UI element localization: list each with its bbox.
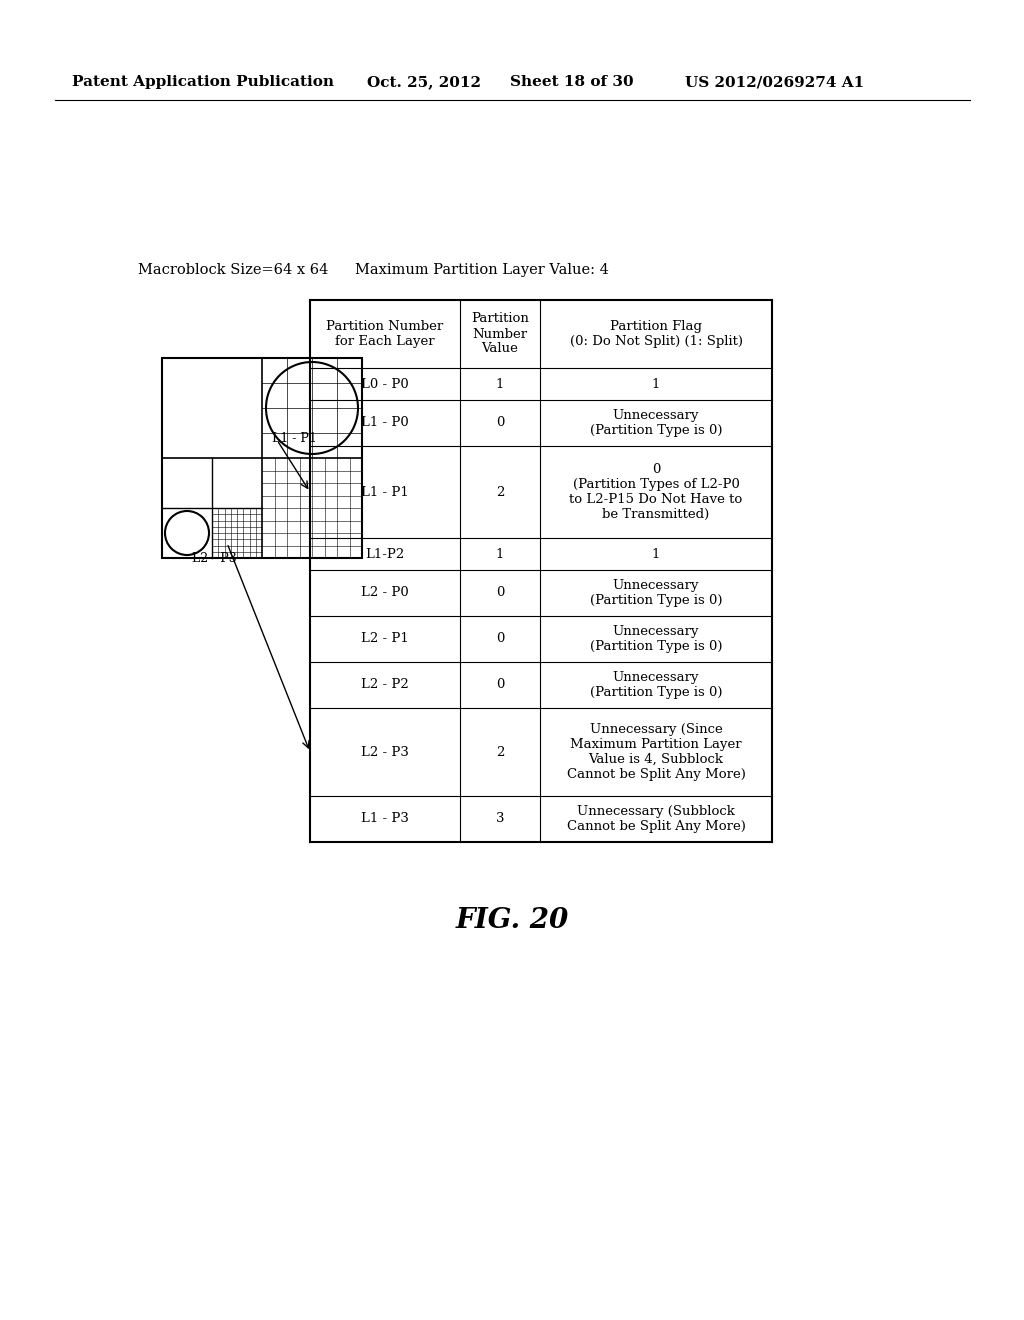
- Text: 3: 3: [496, 813, 504, 825]
- Text: Macroblock Size=64 x 64: Macroblock Size=64 x 64: [138, 263, 329, 277]
- Bar: [162, 358, 362, 558]
- Text: L1 - P1: L1 - P1: [272, 432, 316, 445]
- Text: Unnecessary
(Partition Type is 0): Unnecessary (Partition Type is 0): [590, 409, 722, 437]
- Text: L2 - P1: L2 - P1: [361, 632, 409, 645]
- Text: L1-P2: L1-P2: [366, 548, 404, 561]
- Text: Sheet 18 of 30: Sheet 18 of 30: [510, 75, 634, 88]
- Bar: [310, 300, 772, 842]
- Text: US 2012/0269274 A1: US 2012/0269274 A1: [685, 75, 864, 88]
- Text: Partition Flag
(0: Do Not Split) (1: Split): Partition Flag (0: Do Not Split) (1: Spl…: [569, 319, 742, 348]
- Text: L1 - P3: L1 - P3: [361, 813, 409, 825]
- Text: L2 - P3: L2 - P3: [361, 746, 409, 759]
- Bar: [162, 358, 362, 558]
- Text: Unnecessary (Since
Maximum Partition Layer
Value is 4, Subblock
Cannot be Split : Unnecessary (Since Maximum Partition Lay…: [566, 723, 745, 781]
- Text: Oct. 25, 2012: Oct. 25, 2012: [367, 75, 481, 88]
- Text: Partition
Number
Value: Partition Number Value: [471, 313, 529, 355]
- Text: 1: 1: [652, 378, 660, 391]
- Text: 2: 2: [496, 746, 504, 759]
- Text: Maximum Partition Layer Value: 4: Maximum Partition Layer Value: 4: [355, 263, 609, 277]
- Text: Partition Number
for Each Layer: Partition Number for Each Layer: [327, 319, 443, 348]
- Text: Unnecessary
(Partition Type is 0): Unnecessary (Partition Type is 0): [590, 624, 722, 653]
- Text: L1 - P0: L1 - P0: [361, 417, 409, 429]
- Text: L0 - P0: L0 - P0: [361, 378, 409, 391]
- Text: Unnecessary
(Partition Type is 0): Unnecessary (Partition Type is 0): [590, 579, 722, 607]
- Text: 0
(Partition Types of L2-P0
to L2-P15 Do Not Have to
be Transmitted): 0 (Partition Types of L2-P0 to L2-P15 Do…: [569, 463, 742, 521]
- Text: L2 - P2: L2 - P2: [361, 678, 409, 692]
- Text: L2 - P0: L2 - P0: [361, 586, 409, 599]
- Text: 0: 0: [496, 586, 504, 599]
- Text: Unnecessary (Subblock
Cannot be Split Any More): Unnecessary (Subblock Cannot be Split An…: [566, 805, 745, 833]
- Text: L2 - P3: L2 - P3: [193, 552, 237, 565]
- Text: Patent Application Publication: Patent Application Publication: [72, 75, 334, 88]
- Text: 0: 0: [496, 678, 504, 692]
- Text: 1: 1: [652, 548, 660, 561]
- Text: 0: 0: [496, 632, 504, 645]
- Text: 1: 1: [496, 378, 504, 391]
- Text: Unnecessary
(Partition Type is 0): Unnecessary (Partition Type is 0): [590, 671, 722, 700]
- Text: 1: 1: [496, 548, 504, 561]
- Text: L1 - P1: L1 - P1: [361, 486, 409, 499]
- Text: 2: 2: [496, 486, 504, 499]
- Text: FIG. 20: FIG. 20: [456, 907, 568, 933]
- Text: 0: 0: [496, 417, 504, 429]
